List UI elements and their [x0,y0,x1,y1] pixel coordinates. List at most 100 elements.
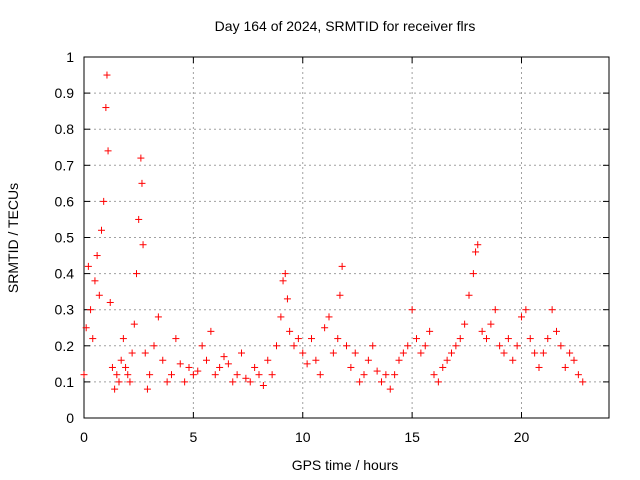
data-point [386,385,394,393]
data-point [146,371,154,379]
x-tick-label: 15 [404,429,420,445]
data-point [321,324,329,332]
data-point [95,291,103,299]
data-point [238,349,245,357]
data-point [91,277,99,285]
data-point [198,342,206,350]
data-point [329,349,337,357]
data-point [216,363,224,371]
y-tick-label: 0.3 [55,302,75,318]
data-point [273,342,280,350]
data-point [203,356,210,364]
data-point [456,335,464,343]
data-point [338,262,346,270]
data-point [557,342,565,350]
data-point [439,363,447,371]
grid-layer [84,57,609,418]
x-tick-label: 20 [514,429,530,445]
y-tick-label: 0.8 [55,121,75,137]
x-tick-label: 10 [295,429,311,445]
data-point [566,349,574,357]
data-point [465,291,473,299]
data-point [80,371,88,379]
x-tick-label: 5 [189,429,197,445]
data-point [504,335,512,343]
data-point [185,363,193,371]
data-point [135,215,143,223]
x-tick-label: 0 [80,429,88,445]
data-point [251,363,259,371]
data-point [93,252,101,260]
data-point [404,342,412,350]
tick-layer: 00.10.20.30.40.50.60.70.80.910 5 10 15 20 [55,49,609,445]
data-point [561,363,569,371]
data-point [364,356,372,364]
data-point [268,371,276,379]
data-point [281,270,289,278]
data-point [137,154,145,162]
data-point [570,356,578,364]
y-tick-label: 0 [66,410,74,426]
data-point [242,374,250,382]
data-point [117,356,125,364]
data-point [430,371,438,379]
data-point [172,335,180,343]
data-point [443,356,451,364]
data-point [369,342,377,350]
data-point [176,360,184,368]
data-point [303,360,311,368]
data-point [124,371,132,379]
data-point [103,71,111,79]
data-point [434,378,442,386]
data-point [518,313,525,321]
data-point [104,147,112,155]
data-point [102,104,110,112]
y-axis-label: SRMTID / TECUs [5,183,21,293]
data-point [100,197,108,205]
data-point [553,327,560,335]
data-point [84,262,92,270]
data-point [154,313,162,321]
chart-title: Day 164 of 2024, SRMTID for receiver flr… [215,18,476,34]
data-point [119,335,127,343]
data-point [391,371,399,379]
data-point [255,371,263,379]
data-point [474,241,482,249]
data-point [483,335,490,343]
data-point [356,378,364,386]
data-point [491,306,499,314]
data-point [283,295,291,303]
data-point [207,327,215,335]
data-point [194,367,202,375]
data-point [115,378,123,386]
data-point [181,378,189,386]
data-point [229,378,237,386]
data-point [509,356,517,364]
data-point [106,298,114,306]
data-point [189,371,197,379]
data-point [395,356,403,364]
data-point [426,327,434,335]
data-point [286,327,294,335]
data-point [413,335,420,343]
y-tick-label: 0.2 [55,338,75,354]
data-point [574,371,582,379]
data-point [138,179,146,187]
data-point [246,378,254,386]
data-point [500,349,508,357]
data-point [150,342,158,350]
data-point [539,349,547,357]
data-point [87,306,95,314]
y-tick-label: 0.6 [55,193,75,209]
data-point [531,349,539,357]
y-tick-label: 0.4 [55,266,75,282]
data-point [417,349,425,357]
data-point [336,291,344,299]
data-points [80,71,587,393]
data-point [299,349,307,357]
data-point [128,349,136,357]
data-point [290,342,298,350]
y-tick-label: 0.1 [55,374,75,390]
data-point [448,349,455,357]
